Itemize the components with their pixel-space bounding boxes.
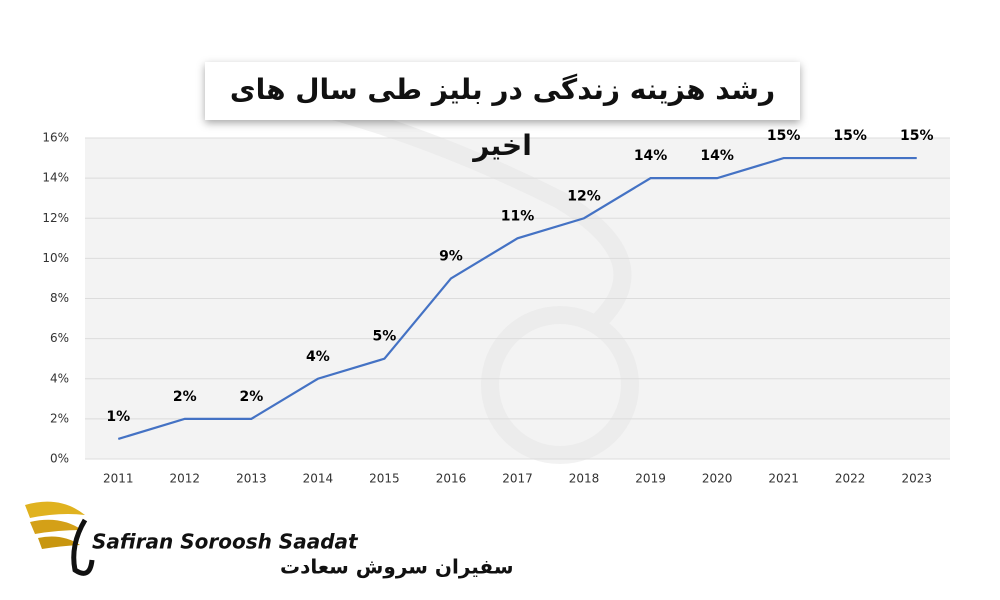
x-tick-label: 2020 — [702, 472, 733, 486]
x-tick-label: 2017 — [502, 472, 533, 486]
data-label: 12% — [567, 188, 601, 204]
x-tick-label: 2018 — [569, 472, 600, 486]
y-tick-label: 2% — [50, 411, 69, 425]
data-label: 9% — [439, 248, 463, 264]
x-tick-label: 2019 — [635, 472, 666, 486]
data-label: 4% — [306, 349, 330, 365]
chart-title: رشد هزینه زندگی در بلیز طی سال های اخیر — [205, 62, 800, 162]
data-label: 14% — [700, 148, 734, 164]
x-tick-label: 2014 — [303, 472, 334, 486]
x-tick-label: 2015 — [369, 472, 400, 486]
x-tick-label: 2013 — [236, 472, 267, 486]
x-tick-label: 2021 — [768, 472, 799, 486]
y-tick-label: 16% — [42, 131, 69, 145]
data-label: 1% — [106, 409, 130, 425]
y-tick-label: 10% — [42, 251, 69, 265]
data-label: 15% — [900, 128, 934, 144]
data-label: 5% — [373, 329, 397, 345]
x-tick-label: 2012 — [170, 472, 201, 486]
data-label: 11% — [501, 208, 535, 224]
y-tick-label: 0% — [50, 452, 69, 466]
x-tick-label: 2023 — [901, 472, 932, 486]
y-tick-label: 12% — [42, 211, 69, 225]
y-tick-label: 4% — [50, 371, 69, 385]
line — [117, 156, 917, 440]
data-label: 15% — [767, 128, 801, 144]
logo-icon — [25, 501, 95, 576]
logo-name-en: Safiran Soroosh Saadat — [92, 530, 359, 554]
y-tick-label: 14% — [42, 171, 69, 185]
data-label: 14% — [634, 148, 668, 164]
y-tick-label: 6% — [50, 331, 69, 345]
y-tick-label: 8% — [50, 291, 69, 305]
data-label: 2% — [173, 389, 197, 405]
x-tick-label: 2011 — [103, 472, 134, 486]
x-tick-label: 2016 — [436, 472, 467, 486]
data-label: 15% — [833, 128, 867, 144]
data-label: 2% — [239, 389, 263, 405]
x-tick-label: 2022 — [835, 472, 866, 486]
logo-name-fa: سفیران سروش سعادت — [280, 555, 514, 579]
